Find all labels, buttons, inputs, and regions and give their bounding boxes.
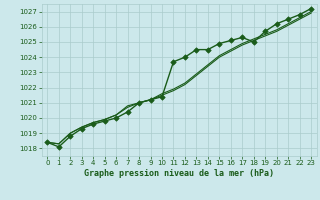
X-axis label: Graphe pression niveau de la mer (hPa): Graphe pression niveau de la mer (hPa) [84,169,274,178]
